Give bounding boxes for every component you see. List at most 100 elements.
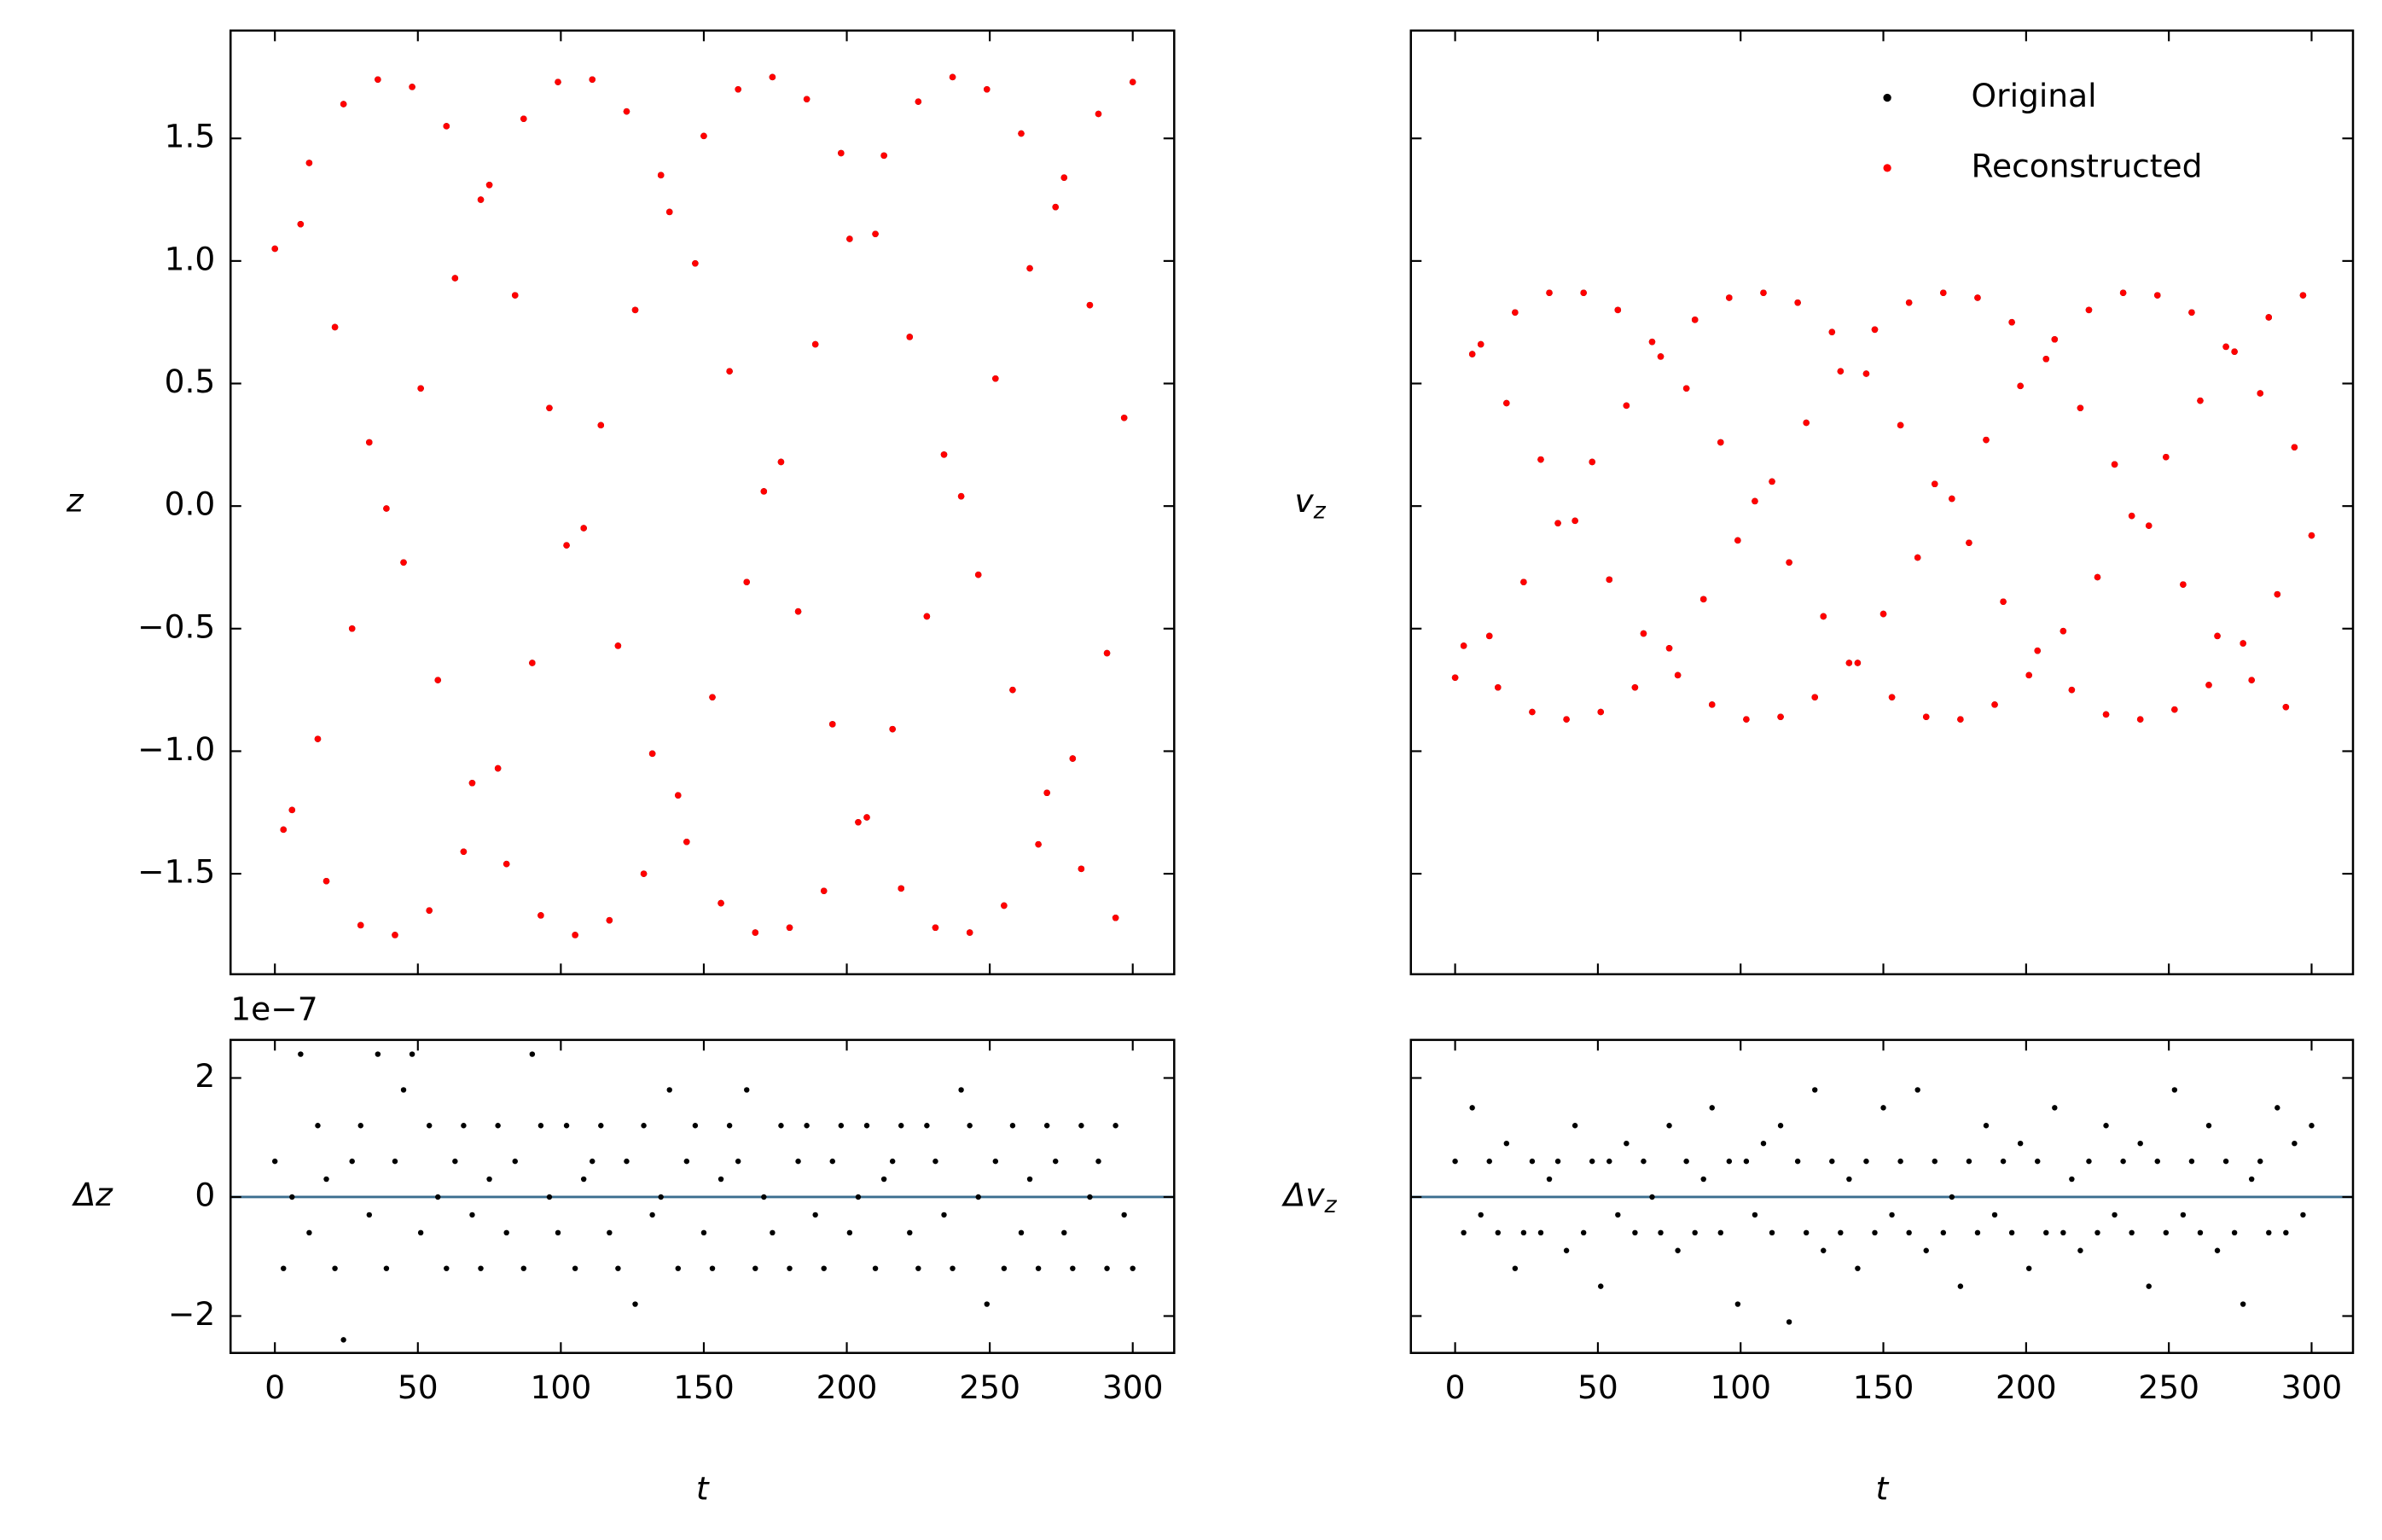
data-point [1589, 458, 1595, 466]
data-point [563, 542, 570, 549]
data-point [1803, 1229, 1810, 1236]
data-point [494, 764, 502, 772]
data-point [1889, 1212, 1895, 1218]
data-point [607, 1229, 613, 1236]
data-point [1966, 539, 1972, 547]
data-point [443, 123, 450, 130]
data-point [726, 1123, 733, 1129]
data-point [1529, 708, 1536, 716]
data-point [2283, 1229, 2289, 1236]
data-point [984, 86, 991, 93]
data-point [1512, 309, 1519, 316]
data-point [932, 924, 939, 932]
data-point [2008, 1229, 2015, 1236]
data-point [872, 1265, 879, 1271]
data-point [1537, 1229, 1544, 1236]
data-point [950, 1265, 956, 1271]
data-point [1546, 1176, 1553, 1183]
data-point [1914, 1087, 1920, 1093]
data-point [1495, 683, 1502, 691]
data-point [2308, 532, 2315, 539]
data-point [400, 1087, 407, 1093]
data-point [889, 1158, 896, 1165]
data-point [898, 1123, 904, 1129]
data-point [761, 1194, 767, 1200]
data-point [468, 780, 476, 787]
data-point [460, 848, 468, 855]
y-tick-label: −2 [168, 1295, 215, 1333]
data-point [1035, 1265, 1042, 1271]
data-point [2017, 382, 2024, 390]
data-point [495, 1123, 501, 1129]
data-point [726, 368, 733, 375]
data-point [306, 1229, 312, 1236]
data-point [1563, 1247, 1570, 1253]
data-point [271, 245, 278, 253]
data-point [1683, 1158, 1689, 1165]
data-point [683, 838, 690, 846]
data-point [572, 932, 578, 939]
data-point [590, 1158, 596, 1165]
data-point [2205, 1123, 2212, 1129]
data-point [932, 1158, 938, 1165]
data-point [349, 1158, 355, 1165]
data-point [1760, 289, 1767, 296]
data-point [1001, 1265, 1008, 1271]
data-point [1658, 1229, 1664, 1236]
x-tick-label: 150 [673, 1369, 735, 1406]
data-point [1829, 1158, 1835, 1165]
data-point [1112, 915, 1119, 921]
data-point [855, 819, 862, 826]
data-point [2231, 1229, 2238, 1236]
data-point [1949, 1194, 1955, 1200]
data-point [641, 1123, 647, 1129]
data-point [700, 132, 707, 140]
data-point [2129, 1229, 2135, 1236]
data-point [555, 1229, 561, 1236]
x-tick-label: 300 [1102, 1369, 1164, 1406]
axes-frame [229, 29, 1176, 976]
x-tick-label: 300 [2281, 1369, 2343, 1406]
data-point [1794, 1158, 1801, 1165]
data-point [975, 1194, 981, 1200]
data-point [1743, 716, 1750, 723]
data-point [1862, 370, 1870, 377]
x-tick-label: 0 [264, 1369, 285, 1406]
x-tick-label: 150 [1853, 1369, 1914, 1406]
data-point [648, 750, 656, 758]
data-point [477, 196, 485, 203]
data-point [1777, 1123, 1784, 1129]
data-point [1026, 1176, 1033, 1183]
data-point [1675, 1247, 1681, 1253]
y-tick-label: 1.5 [165, 118, 216, 155]
data-point [811, 340, 819, 348]
axis-label-sub: z [1324, 1192, 1338, 1218]
data-point [838, 149, 845, 157]
data-point [1563, 716, 1570, 723]
data-point [1580, 289, 1587, 296]
y-tick-label: 2 [195, 1057, 215, 1095]
data-point [1666, 1123, 1672, 1129]
data-point [529, 660, 536, 666]
data-point [1940, 1229, 1947, 1236]
data-point [1820, 613, 1827, 620]
data-point [332, 1265, 338, 1271]
data-point [2248, 1176, 2255, 1183]
data-point [1546, 289, 1553, 296]
data-point [2077, 404, 2084, 411]
axis-label-base: Δv [1281, 1176, 1326, 1213]
data-point [1906, 1229, 1912, 1236]
data-point [572, 1265, 578, 1271]
data-point [2146, 1283, 2152, 1289]
data-point [409, 84, 415, 90]
axis-label: vz [1294, 481, 1326, 524]
data-point [2171, 1087, 2178, 1093]
data-point [743, 578, 750, 585]
data-point [863, 814, 870, 821]
data-point [2025, 671, 2032, 679]
data-point [2240, 640, 2246, 647]
data-point [1700, 1176, 1706, 1183]
data-point [2154, 1158, 2160, 1165]
data-point [1554, 1158, 1561, 1165]
y-tick-label: 1.0 [165, 240, 216, 277]
